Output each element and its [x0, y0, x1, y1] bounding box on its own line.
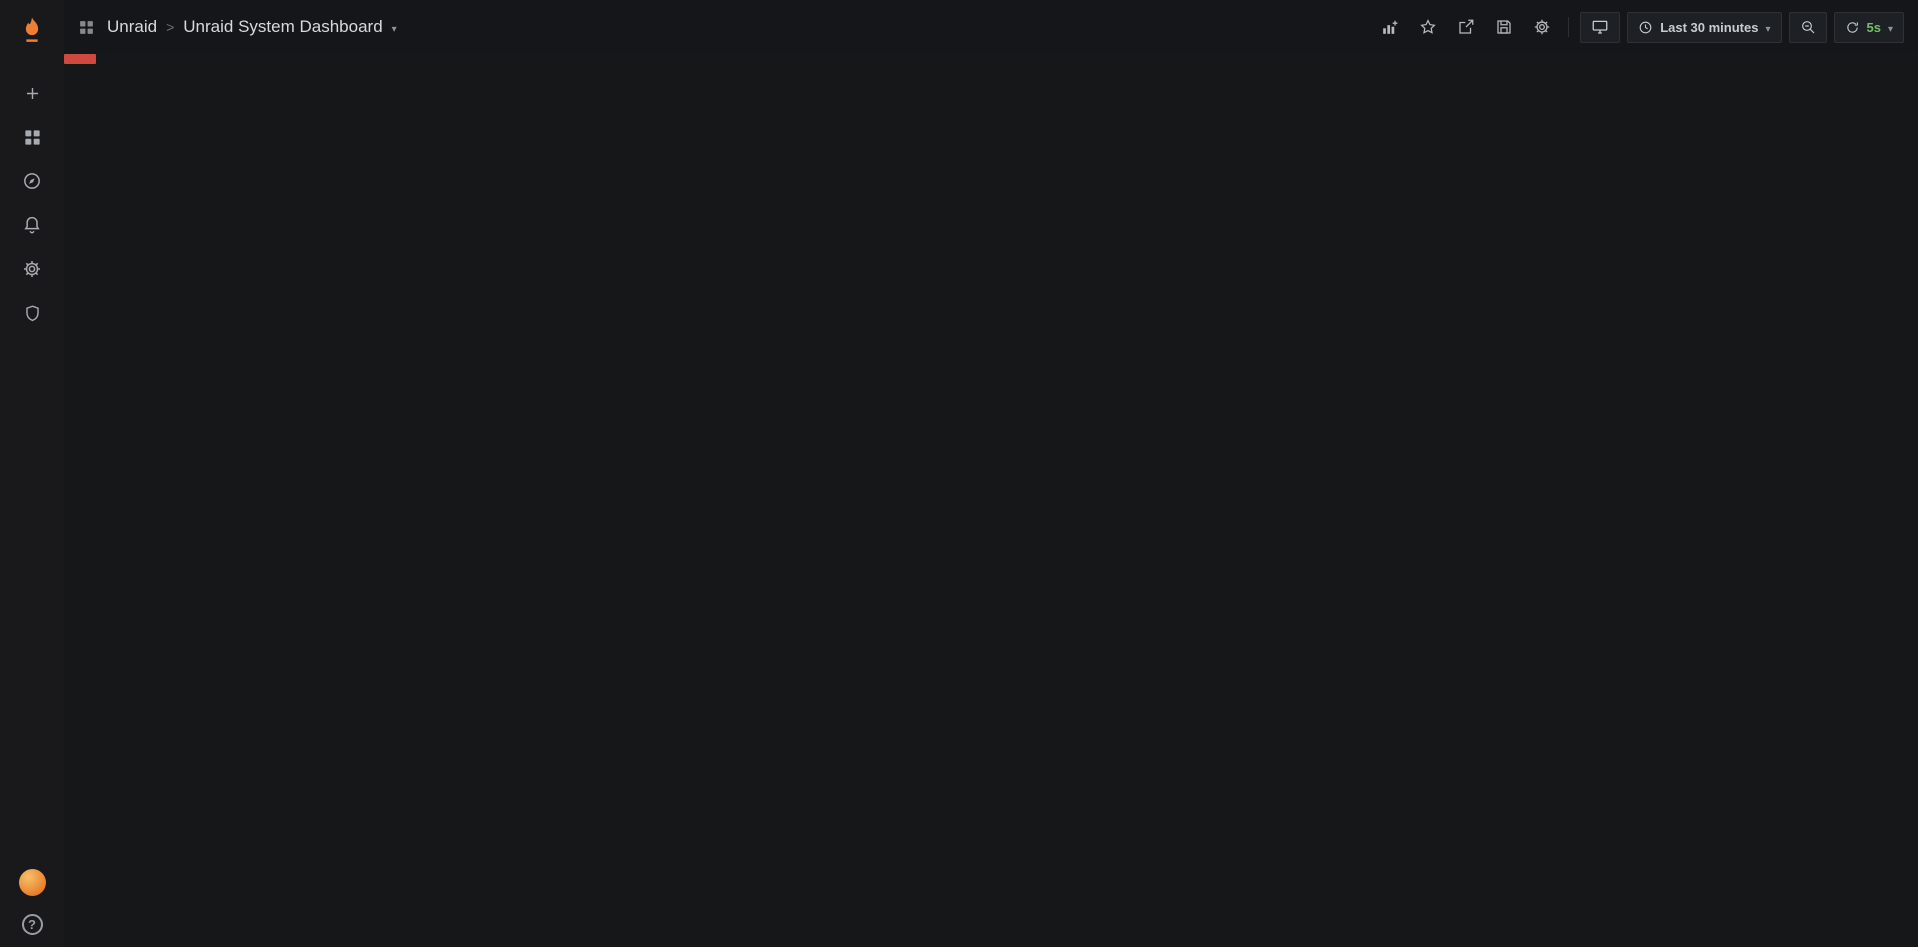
sidebar-nav — [13, 76, 51, 330]
dashboards-icon[interactable] — [13, 120, 51, 154]
settings-gear-button[interactable] — [1526, 12, 1557, 43]
breadcrumb-separator: > — [166, 19, 175, 35]
cycle-view-monitor-button[interactable] — [1580, 11, 1621, 43]
dashboard-canvas: kWh Price 0.65 Currency kr UPS Max Outpu… — [64, 54, 96, 64]
zoom-out-button[interactable] — [1788, 11, 1827, 43]
breadcrumb-folder[interactable]: Unraid — [107, 17, 158, 36]
configuration-gear-icon[interactable] — [13, 252, 51, 286]
alerting-icon[interactable] — [13, 208, 51, 242]
create-icon[interactable] — [13, 76, 51, 110]
grafana-logo[interactable] — [12, 10, 52, 50]
user-avatar[interactable] — [18, 869, 46, 896]
caret-down-icon — [1765, 20, 1770, 35]
sidebar — [0, 0, 64, 947]
time-range-picker[interactable]: Last 30 minutes — [1627, 11, 1782, 43]
dashboard-title[interactable]: Unraid System Dashboard — [183, 17, 383, 36]
sidebar-bottom — [18, 869, 46, 935]
save-button[interactable] — [1488, 12, 1519, 43]
navbar-actions: Last 30 minutes 5s — [1374, 11, 1904, 43]
caret-down-icon[interactable] — [392, 17, 397, 37]
caret-down-icon — [1888, 20, 1893, 35]
refresh-button[interactable]: 5s — [1833, 11, 1904, 43]
refresh-interval-label: 5s — [1866, 19, 1881, 35]
apps-grid-icon[interactable] — [78, 19, 95, 36]
star-button[interactable] — [1412, 12, 1443, 43]
navbar: Unraid > Unraid System Dashboard — [64, 0, 1918, 54]
share-button[interactable] — [1450, 12, 1481, 43]
help-icon[interactable] — [21, 914, 43, 935]
time-range-label: Last 30 minutes — [1660, 19, 1759, 35]
explore-icon[interactable] — [13, 164, 51, 198]
main-area: Unraid > Unraid System Dashboard — [64, 0, 1918, 947]
divider — [1568, 17, 1570, 37]
server-admin-shield-icon[interactable] — [13, 296, 51, 330]
add-panel-button[interactable] — [1374, 12, 1405, 43]
breadcrumb: Unraid > Unraid System Dashboard — [107, 17, 397, 37]
